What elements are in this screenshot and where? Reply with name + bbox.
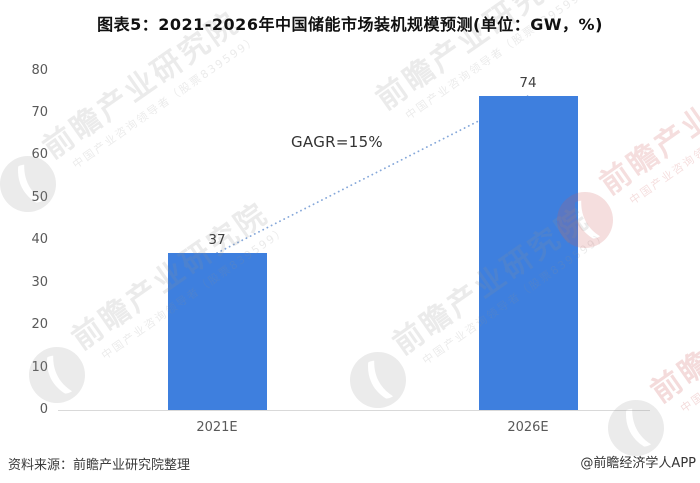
y-axis-tick-80: 80	[31, 62, 48, 78]
y-axis-tick-60: 60	[31, 147, 48, 163]
watermark: 前瞻产业研究院 中国产业咨询领导者（股票839599）	[0, 0, 308, 259]
source-note: 资料来源：前瞻产业研究院整理	[8, 458, 191, 473]
watermark-text: 前瞻产业研究院 中国产业咨询领导者（股票839599）	[593, 40, 700, 208]
qianzhan-circle-logo-icon	[339, 341, 417, 419]
x-axis-baseline	[58, 410, 650, 411]
x-axis-label-2021E: 2021E	[196, 420, 238, 435]
data-label-2026E: 74	[519, 75, 537, 91]
y-axis-tick-30: 30	[31, 274, 48, 290]
watermark: 前瞻产业研究院 中国产业咨询领导者（股票839599）	[597, 238, 700, 483]
y-axis-tick-40: 40	[31, 232, 48, 248]
cagr-annotation: GAGR=15%	[291, 133, 383, 151]
credit-note: @前瞻经济学人APP	[580, 456, 696, 471]
bar-2026E	[478, 96, 578, 410]
y-axis-tick-10: 10	[31, 359, 48, 375]
y-axis-tick-50: 50	[31, 189, 48, 205]
chart-title: 图表5：2021-2026年中国储能市场装机规模预测(单位：GW，%)	[97, 15, 603, 34]
watermark-text: 前瞻产业研究院 中国产业咨询领导者（股票839599）	[644, 248, 700, 416]
x-axis-label-2026E: 2026E	[507, 420, 549, 435]
y-axis-tick-0: 0	[39, 402, 48, 417]
y-axis-tick-70: 70	[31, 104, 48, 120]
y-axis-tick-20: 20	[31, 317, 48, 333]
data-label-2021E: 37	[208, 232, 226, 248]
bar-2021E	[167, 253, 267, 410]
